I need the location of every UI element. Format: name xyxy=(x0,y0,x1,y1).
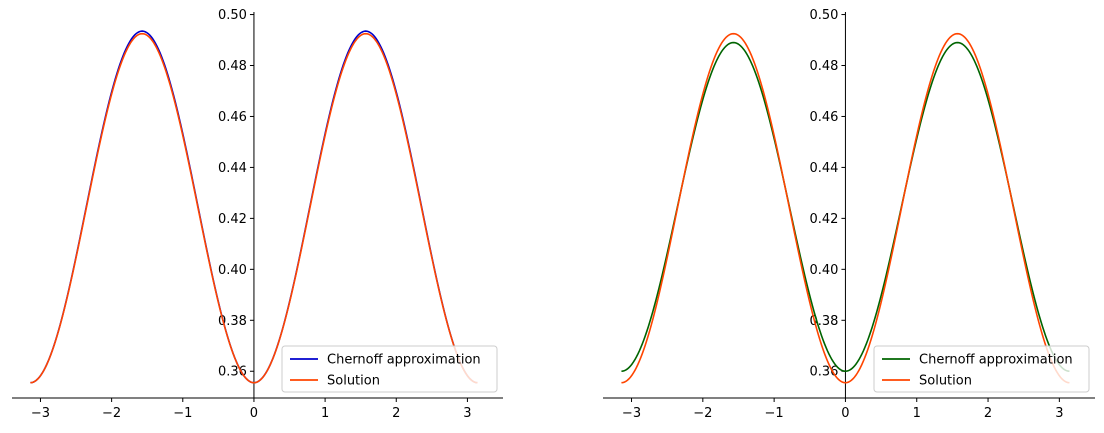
y-tick-label: 0.46 xyxy=(218,110,247,125)
x-tick-label: 2 xyxy=(984,406,992,421)
y-tick-label: 0.46 xyxy=(809,110,838,125)
legend: Chernoff approximation Solution xyxy=(281,345,498,393)
x-tick-label: 1 xyxy=(913,406,921,421)
legend-label: Solution xyxy=(919,374,972,389)
x-tick-label: −2 xyxy=(693,406,712,421)
legend-box xyxy=(873,345,1090,393)
x-tick-label: −1 xyxy=(173,406,192,421)
y-tick-label: 0.40 xyxy=(218,263,247,278)
x-tick-label: 3 xyxy=(463,406,471,421)
x-tick-label: −3 xyxy=(31,406,50,421)
y-tick-label: 0.44 xyxy=(809,161,838,176)
x-tick-label: −2 xyxy=(102,406,121,421)
x-tick-label: 2 xyxy=(392,406,400,421)
y-tick-label: 0.40 xyxy=(809,263,838,278)
x-tick-label: 0 xyxy=(841,406,849,421)
series-line-1 xyxy=(621,32,1070,384)
legend-label: Solution xyxy=(327,374,380,389)
axes xyxy=(12,12,503,399)
series-lines xyxy=(621,32,1070,384)
y-tick-label: 0.42 xyxy=(218,212,247,227)
y-tick-label: 0.48 xyxy=(809,59,838,74)
x-tick-label: 1 xyxy=(321,406,329,421)
y-tick-label: 0.42 xyxy=(809,212,838,227)
y-tick-label: 0.38 xyxy=(218,314,247,329)
y-tick-label: 0.36 xyxy=(218,365,247,380)
x-ticks: −3 −2 −1 0 1 2 3 xyxy=(31,398,472,421)
x-tick-label: −3 xyxy=(622,406,641,421)
chart-left: −3 −2 −1 0 1 2 3 0.360.380.400.420.440.460.480… xyxy=(12,8,503,421)
legend-box xyxy=(281,345,498,393)
series-line-0 xyxy=(621,41,1070,373)
y-ticks: 0.36 0.38 0.40 0.42 0.44 0.46 0.48 0.50 xyxy=(809,8,846,380)
chart-right: −3 −2 −1 0 1 2 3 0.360.380.400.420.440.460.480… xyxy=(603,8,1095,421)
x-tick-label: −1 xyxy=(765,406,784,421)
legend-label: Chernoff approximation xyxy=(327,353,481,368)
y-ticks: 0.36 0.38 0.40 0.42 0.44 0.46 0.48 0.50 xyxy=(218,8,254,380)
legend-label: Chernoff approximation xyxy=(919,353,1073,368)
y-tick-label: 0.48 xyxy=(218,59,247,74)
y-tick-label: 0.50 xyxy=(218,8,247,23)
y-tick-label: 0.38 xyxy=(809,314,838,329)
y-tick-label: 0.50 xyxy=(809,8,838,23)
series-line-1 xyxy=(30,32,478,384)
series-lines xyxy=(30,30,478,384)
x-tick-label: 0 xyxy=(250,406,258,421)
axes xyxy=(603,12,1095,399)
legend: Chernoff approximation Solution xyxy=(873,345,1090,393)
x-ticks: −3 −2 −1 0 1 2 3 xyxy=(622,398,1063,421)
y-tick-label: 0.36 xyxy=(809,365,838,380)
x-tick-label: 3 xyxy=(1055,406,1063,421)
y-tick-label: 0.44 xyxy=(218,161,247,176)
